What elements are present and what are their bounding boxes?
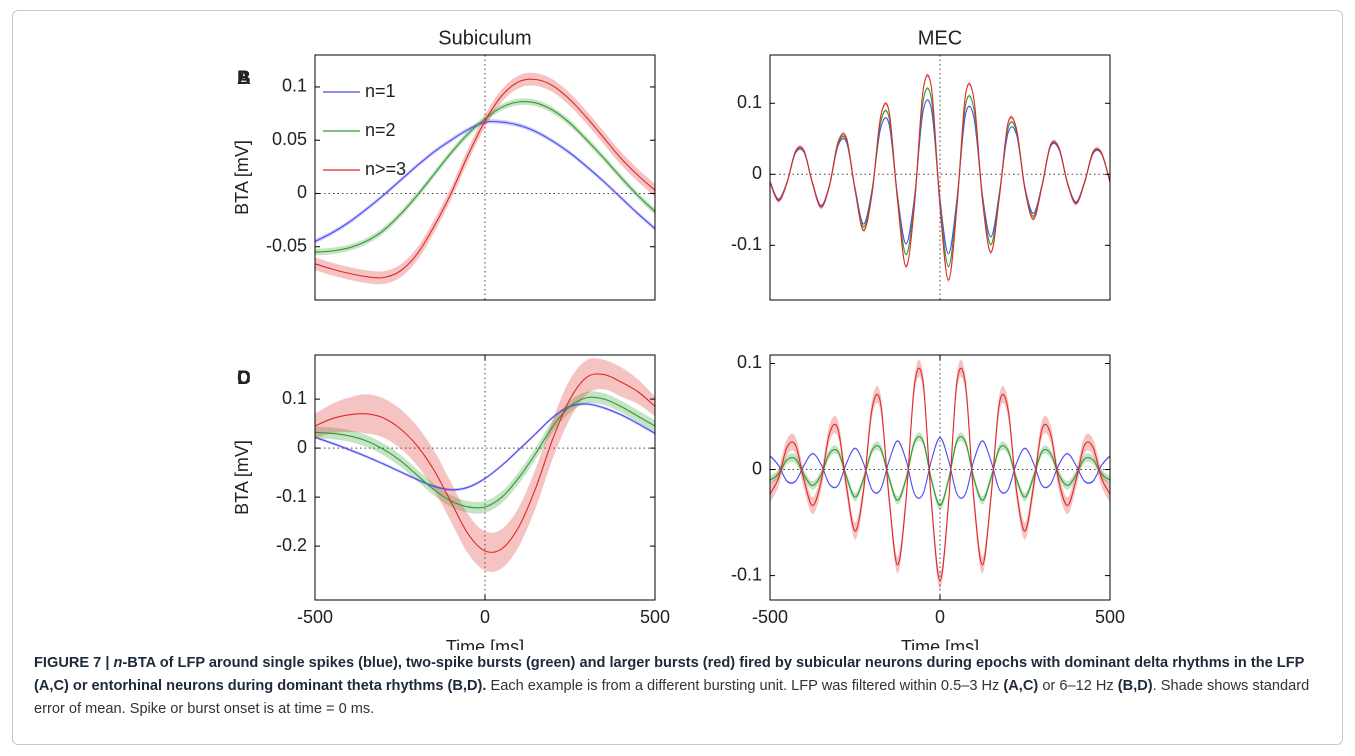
caption-run: (B,D): [1117, 678, 1153, 694]
series-line: [315, 100, 655, 253]
caption-run: (A,C): [1003, 678, 1039, 694]
x-tick-label: -500: [297, 607, 333, 627]
caption-run: or 6–12 Hz: [1038, 678, 1118, 694]
error-band: [315, 391, 655, 514]
x-axis-label: Time [ms]: [446, 637, 524, 650]
panel-label: A: [237, 68, 251, 89]
plot-content: [315, 55, 655, 300]
caption-run: Each example is from a different burstin…: [490, 678, 1004, 694]
panel: D Time [ms] -0.1 0 0.1 -500 0 500: [237, 352, 1125, 650]
caption-run: -BTA of LFP around single spikes (blue),…: [34, 655, 1309, 694]
y-tick-label: 0: [297, 437, 307, 457]
caption-run: FIGURE 7 |: [34, 655, 114, 671]
y-tick-label: 0: [752, 458, 762, 478]
series-line: [770, 367, 1110, 582]
x-tick-label: -500: [752, 607, 788, 627]
plot-content: [315, 355, 655, 600]
panel: B MEC -0.1 0 0.1: [237, 27, 1111, 301]
panel-label: C: [237, 368, 251, 389]
panel: A Subiculum BTA [mV] -0.05 0 0.05 0.1 n=1 n=2 n>=…: [232, 27, 656, 301]
series-line: [770, 436, 1110, 507]
figure-frame: [12, 10, 1343, 745]
y-axis-label: BTA [mV]: [232, 140, 252, 215]
legend-label: n=2: [365, 120, 396, 140]
y-tick-label: 0: [752, 163, 762, 183]
y-tick-label: -0.05: [266, 235, 307, 255]
y-tick-label: 0: [297, 182, 307, 202]
error-band: [315, 358, 655, 572]
series-line: [315, 403, 655, 491]
y-tick-label: -0.1: [731, 564, 762, 584]
y-tick-label: 0.05: [272, 129, 307, 149]
axes-frame: [314, 54, 656, 301]
panel-title: Subiculum: [438, 27, 531, 49]
caption-run: n: [113, 655, 123, 671]
y-tick-label: 0.1: [282, 76, 307, 96]
x-tick-label: 500: [1095, 607, 1125, 627]
figure: A Subiculum BTA [mV] -0.05 0 0.05 0.1 n=1 n=2 n>=…: [232, 27, 1125, 650]
x-axis-label: Time [ms]: [901, 637, 979, 650]
series-line: [770, 74, 1110, 281]
axes-frame: [769, 54, 1111, 301]
y-tick-label: 0.1: [737, 92, 762, 112]
series-line: [315, 373, 655, 553]
caption-run: . Shade shows standard error of mean. Sp…: [34, 678, 1314, 717]
error-band: [315, 98, 655, 256]
plot-content: [770, 55, 1110, 300]
plot-content: [770, 355, 1110, 600]
x-tick-label: 500: [640, 607, 670, 627]
series-line: [315, 78, 655, 279]
y-tick-label: -0.2: [276, 535, 307, 555]
x-tick-label: 0: [935, 607, 945, 627]
legend-label: n>=3: [365, 159, 406, 179]
y-axis-label: BTA [mV]: [232, 440, 252, 515]
caption: FIGURE 7 | n-BTA of LFP around single sp…: [34, 652, 1329, 721]
panel-label: D: [237, 368, 251, 389]
series-line: [315, 396, 655, 509]
panel-title: MEC: [918, 27, 962, 49]
y-tick-label: 0.1: [737, 352, 762, 372]
y-tick-label: 0.1: [282, 388, 307, 408]
panel-label: B: [237, 68, 251, 89]
x-tick-label: 0: [480, 607, 490, 627]
error-band: [315, 72, 655, 285]
legend-label: n=1: [365, 81, 396, 101]
error-band: [770, 359, 1110, 590]
y-tick-label: -0.1: [276, 486, 307, 506]
y-tick-label: -0.1: [731, 234, 762, 254]
panel: C BTA [mV] Time [ms] -0.2 -0.1 0 0.1 -500 0 500: [232, 354, 670, 650]
series-line: [770, 437, 1110, 499]
